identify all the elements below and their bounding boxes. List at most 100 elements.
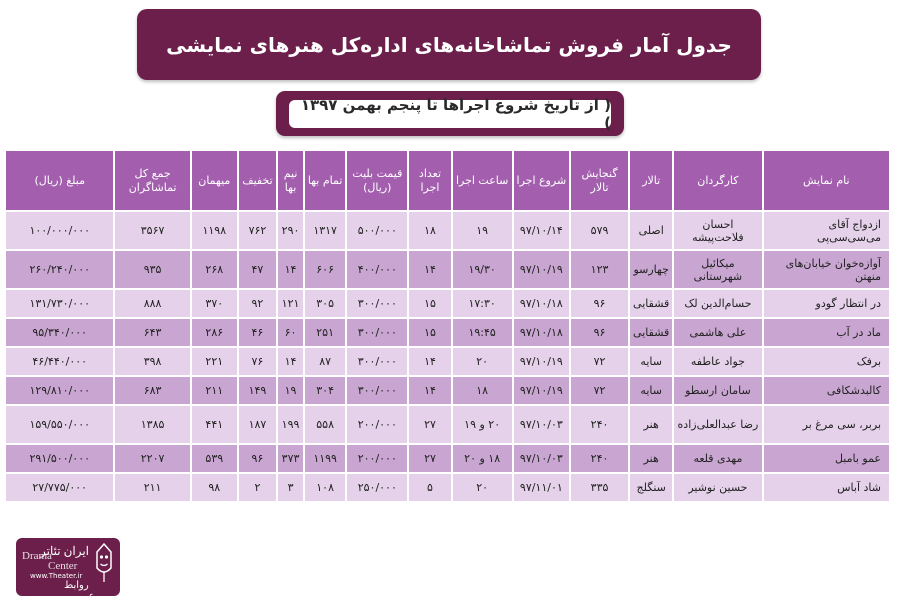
cell-hall: اصلی: [630, 212, 673, 249]
cell-performances: ۲۷: [409, 445, 451, 472]
cell-hall: سنگلج: [630, 474, 673, 501]
column-header-show-time: ساعت اجرا: [452, 151, 512, 210]
cell-start-date: ۹۷/۱۱/۰۱: [513, 474, 569, 501]
cell-director: رضا عبدالعلی‌زاده: [674, 406, 762, 443]
cell-guest: ۱۱۹۸: [191, 212, 237, 249]
column-header-full-price: تمام بها: [305, 151, 346, 210]
cell-performances: ۱۴: [409, 251, 451, 288]
cell-start-date: ۹۷/۱۰/۰۳: [513, 445, 569, 472]
cell-half-price: ۱۹۹: [278, 406, 304, 443]
cell-show-time: ۱۹/۳۰: [452, 251, 512, 288]
cell-show-time: ۱۸ و ۲۰: [452, 445, 512, 472]
cell-total-audience: ۶۸۳: [115, 377, 190, 404]
cell-guest: ۳۷۰: [191, 290, 237, 317]
cell-director: مهدی قلعه: [674, 445, 762, 472]
cell-performances: ۲۷: [409, 406, 451, 443]
cell-full-price: ۵۵۸: [305, 406, 346, 443]
column-header-start-date: شروع اجرا: [513, 151, 569, 210]
table-row: بربر، سی مرغ بر رضا عبدالعلی‌زاده هنر ۲۴…: [6, 406, 889, 443]
cell-show-time: ۲۰: [452, 348, 512, 375]
cell-show-time: ۱۹: [452, 212, 512, 249]
cell-discount: ۲: [238, 474, 276, 501]
cell-show-name: برفک: [763, 348, 889, 375]
cell-start-date: ۹۷/۱۰/۱۸: [513, 290, 569, 317]
cell-amount: ۱۲۹/۸۱۰/۰۰۰: [6, 377, 114, 404]
cell-amount: ۹۵/۳۴۰/۰۰۰: [6, 319, 114, 346]
logo-persian-name: ایران تئاتر: [40, 544, 90, 558]
cell-total-audience: ۲۱۱: [115, 474, 190, 501]
cell-performances: ۱۴: [409, 377, 451, 404]
column-header-total-audience: جمع کل تماشاگران: [115, 151, 190, 210]
date-range-frame: ( از تاریخ شروع اجراها تا پنجم بهمن ۱۳۹۷…: [289, 96, 611, 132]
column-header-discount: تخفیف: [238, 151, 276, 210]
cell-hall: سایه: [630, 348, 673, 375]
cell-total-audience: ۲۲۰۷: [115, 445, 190, 472]
cell-discount: ۱۴۹: [238, 377, 276, 404]
cell-full-price: ۳۰۵: [305, 290, 346, 317]
cell-performances: ۱۵: [409, 319, 451, 346]
cell-director: میکائیل شهرستانی: [674, 251, 762, 288]
logo-center-text: Center: [48, 560, 78, 572]
cell-guest: ۲۲۱: [191, 348, 237, 375]
table-row: عمو بامبل مهدی قلعه هنر ۲۴۰ ۹۷/۱۰/۰۳ ۱۸ …: [6, 445, 889, 472]
cell-half-price: ۶۰: [278, 319, 304, 346]
cell-ticket-price: ۳۰۰/۰۰۰: [347, 348, 408, 375]
cell-half-price: ۳۷۳: [278, 445, 304, 472]
cell-full-price: ۸۷: [305, 348, 346, 375]
cell-total-audience: ۸۸۸: [115, 290, 190, 317]
cell-director: احسان فلاحت‌پیشه: [674, 212, 762, 249]
cell-hall: قشقایی: [630, 319, 673, 346]
cell-performances: ۱۴: [409, 348, 451, 375]
cell-half-price: ۱۹: [278, 377, 304, 404]
cell-hall: هنر: [630, 406, 673, 443]
logo-drama-text: Drama: [22, 550, 52, 562]
column-header-performances: تعداد اجرا: [409, 151, 451, 210]
table-row: در انتظار گودو حسام‌الدین لک قشقایی ۹۶ ۹…: [6, 290, 889, 317]
cell-discount: ۹۲: [238, 290, 276, 317]
cell-full-price: ۳۰۴: [305, 377, 346, 404]
cell-capacity: ۵۷۹: [570, 212, 629, 249]
cell-ticket-price: ۳۰۰/۰۰۰: [347, 377, 408, 404]
cell-show-time: ۱۸: [452, 377, 512, 404]
cell-half-price: ۱۲۱: [278, 290, 304, 317]
cell-show-name: کالبدشکافی: [763, 377, 889, 404]
cell-performances: ۱۵: [409, 290, 451, 317]
cell-capacity: ۹۶: [570, 290, 629, 317]
cell-start-date: ۹۷/۱۰/۱۹: [513, 348, 569, 375]
cell-hall: هنر: [630, 445, 673, 472]
table-row: کالبدشکافی سامان ارسطو سایه ۷۲ ۹۷/۱۰/۱۹ …: [6, 377, 889, 404]
cell-show-time: ۱۷:۳۰: [452, 290, 512, 317]
cell-guest: ۲۸۶: [191, 319, 237, 346]
cell-half-price: ۲۹۰: [278, 212, 304, 249]
cell-start-date: ۹۷/۱۰/۱۹: [513, 251, 569, 288]
cell-capacity: ۷۲: [570, 377, 629, 404]
table-row: ازدواج آقای می‌سی‌سی‌پی احسان فلاحت‌پیشه…: [6, 212, 889, 249]
drama-center-logo: ایران تئاتر Drama Center www.Theater.ir …: [16, 538, 120, 596]
cell-start-date: ۹۷/۱۰/۰۳: [513, 406, 569, 443]
cell-show-time: ۲۰: [452, 474, 512, 501]
column-header-director: کارگردان: [674, 151, 762, 210]
cell-performances: ۱۸: [409, 212, 451, 249]
cell-discount: ۷۶۲: [238, 212, 276, 249]
cell-total-audience: ۳۵۶۷: [115, 212, 190, 249]
cell-show-name: بربر، سی مرغ بر: [763, 406, 889, 443]
cell-hall: قشقایی: [630, 290, 673, 317]
cell-discount: ۴۶: [238, 319, 276, 346]
cell-amount: ۲۶۰/۲۴۰/۰۰۰: [6, 251, 114, 288]
cell-discount: ۴۷: [238, 251, 276, 288]
cell-start-date: ۹۷/۱۰/۱۴: [513, 212, 569, 249]
cell-show-time: ۱۹:۴۵: [452, 319, 512, 346]
table-header-row: نام نمایش کارگردان تالار گنجایش تالار شر…: [6, 151, 889, 210]
cell-director: علی هاشمی: [674, 319, 762, 346]
page-title: جدول آمار فروش تماشاخانه‌های اداره‌کل هن…: [166, 32, 732, 57]
cell-discount: ۹۶: [238, 445, 276, 472]
cell-total-audience: ۹۳۵: [115, 251, 190, 288]
cell-half-price: ۳: [278, 474, 304, 501]
column-header-capacity: گنجایش تالار: [570, 151, 629, 210]
cell-half-price: ۱۴: [278, 348, 304, 375]
table-row: آوازه‌خوان خیابان‌های منهتن میکائیل شهرس…: [6, 251, 889, 288]
cell-ticket-price: ۴۰۰/۰۰۰: [347, 251, 408, 288]
column-header-half-price: نیم بها: [278, 151, 304, 210]
column-header-ticket-price: قیمت بلیت (ریال): [347, 151, 408, 210]
cell-total-audience: ۱۳۸۵: [115, 406, 190, 443]
